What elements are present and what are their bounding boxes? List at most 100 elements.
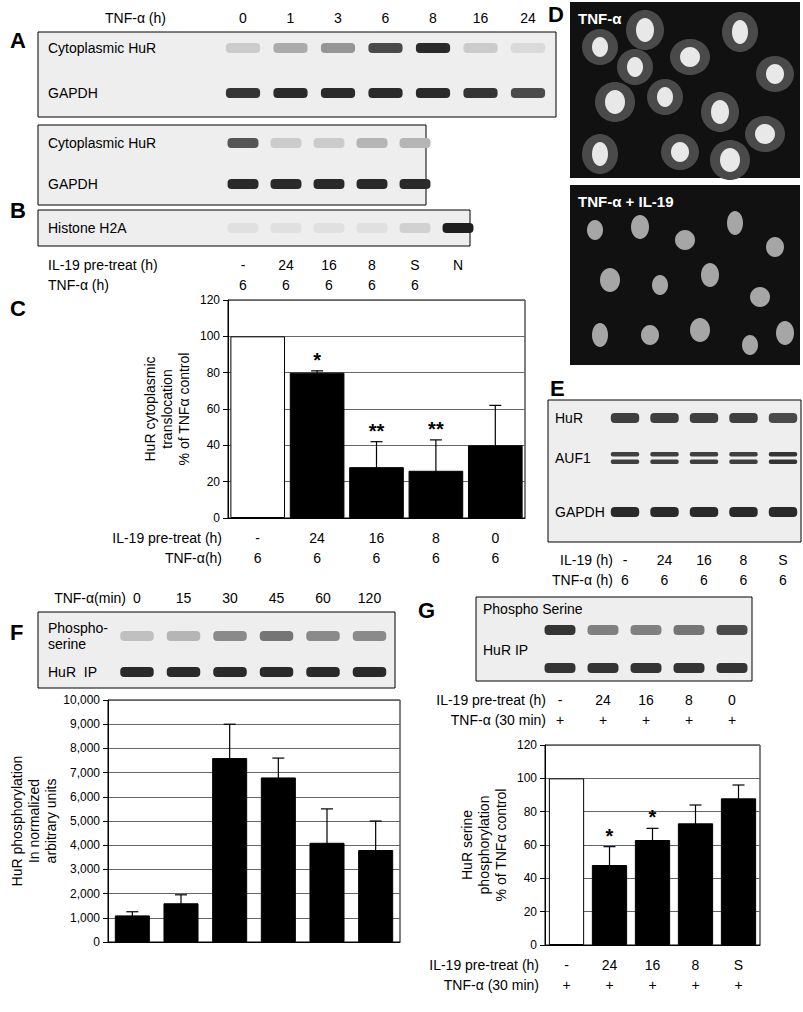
svg-text:120: 120: [200, 293, 220, 307]
svg-text:HuR IP: HuR IP: [483, 642, 528, 658]
svg-text:TNF-α (h): TNF-α (h): [48, 277, 109, 293]
svg-text:8: 8: [429, 10, 437, 26]
svg-text:TNF-α (h): TNF-α (h): [105, 10, 166, 26]
svg-text:TNF-α(h): TNF-α(h): [165, 550, 222, 566]
svg-text:100: 100: [517, 771, 537, 785]
svg-text:+: +: [599, 712, 607, 728]
svg-text:-: -: [623, 552, 628, 568]
svg-text:E: E: [550, 376, 565, 401]
svg-text:+: +: [728, 712, 736, 728]
svg-text:16: 16: [638, 692, 654, 708]
svg-text:16: 16: [321, 257, 337, 273]
svg-text:40: 40: [207, 438, 221, 452]
svg-text:5,000: 5,000: [70, 814, 100, 828]
svg-text:8: 8: [685, 692, 693, 708]
svg-text:A: A: [10, 28, 26, 53]
svg-text:20: 20: [524, 905, 538, 919]
svg-text:1: 1: [287, 10, 295, 26]
svg-text:arbitrary units: arbitrary units: [43, 779, 59, 864]
svg-text:+: +: [691, 977, 699, 993]
svg-text:24: 24: [278, 257, 294, 273]
svg-text:GAPDH: GAPDH: [48, 176, 98, 192]
svg-text:**: **: [428, 418, 444, 440]
svg-text:6: 6: [313, 550, 321, 566]
svg-text:2,000: 2,000: [70, 887, 100, 901]
svg-text:Phospho Serine: Phospho Serine: [483, 601, 583, 617]
svg-text:TNF-α (30 min): TNF-α (30 min): [451, 712, 546, 728]
svg-text:% of TNFα control: % of TNFα control: [176, 353, 192, 466]
svg-text:0: 0: [491, 530, 499, 546]
svg-text:8: 8: [368, 257, 376, 273]
svg-text:-: -: [255, 530, 260, 546]
svg-text:7,000: 7,000: [70, 766, 100, 780]
svg-text:Cytoplasmic HuR: Cytoplasmic HuR: [48, 40, 156, 56]
svg-text:TNF-α: TNF-α: [578, 10, 622, 27]
svg-text:3: 3: [334, 10, 342, 26]
svg-text:24: 24: [520, 10, 536, 26]
svg-text:120: 120: [358, 590, 382, 606]
svg-text:20: 20: [207, 475, 221, 489]
svg-text:6: 6: [411, 277, 419, 293]
svg-text:N: N: [453, 257, 463, 273]
svg-text:**: **: [369, 420, 385, 442]
svg-text:F: F: [10, 620, 23, 645]
svg-text:TNF-α(min): TNF-α(min): [54, 590, 126, 606]
svg-text:HuR IP: HuR IP: [48, 664, 97, 680]
svg-text:8,000: 8,000: [70, 741, 100, 755]
svg-text:IL-19 pre-treat (h): IL-19 pre-treat (h): [436, 692, 546, 708]
svg-text:In normalized: In normalized: [26, 779, 42, 863]
svg-text:+: +: [562, 977, 570, 993]
svg-text:% of TNFα control: % of TNFα control: [493, 789, 509, 902]
svg-text:10,000: 10,000: [63, 693, 100, 707]
svg-text:-: -: [558, 692, 563, 708]
svg-text:phosphorylation: phosphorylation: [476, 796, 492, 895]
svg-text:translocation: translocation: [159, 369, 175, 448]
svg-text:+: +: [556, 712, 564, 728]
svg-text:*: *: [606, 825, 614, 847]
svg-text:*: *: [649, 806, 657, 828]
svg-text:HuR serine: HuR serine: [459, 810, 475, 880]
svg-text:6: 6: [432, 550, 440, 566]
svg-text:80: 80: [524, 805, 538, 819]
svg-text:serine: serine: [48, 636, 86, 652]
svg-text:15: 15: [176, 590, 192, 606]
svg-text:120: 120: [517, 738, 537, 752]
svg-text:IL-19 pre-treat (h): IL-19 pre-treat (h): [429, 957, 539, 973]
svg-text:16: 16: [369, 530, 385, 546]
svg-text:80: 80: [207, 366, 221, 380]
svg-text:8: 8: [692, 957, 700, 973]
svg-text:+: +: [648, 977, 656, 993]
svg-text:0: 0: [239, 10, 247, 26]
svg-text:6: 6: [368, 277, 376, 293]
svg-text:AUF1: AUF1: [555, 450, 591, 466]
svg-text:24: 24: [595, 692, 611, 708]
svg-text:*: *: [313, 349, 321, 371]
svg-text:8: 8: [740, 552, 748, 568]
svg-text:C: C: [10, 296, 26, 321]
svg-text:6: 6: [661, 572, 669, 588]
svg-text:TNF-α + IL-19: TNF-α + IL-19: [578, 193, 673, 210]
svg-text:-: -: [241, 257, 246, 273]
svg-text:3,000: 3,000: [70, 862, 100, 876]
svg-text:S: S: [734, 957, 743, 973]
svg-text:+: +: [605, 977, 613, 993]
svg-text:B: B: [10, 198, 26, 223]
svg-text:9,000: 9,000: [70, 717, 100, 731]
svg-text:100: 100: [200, 329, 220, 343]
svg-text:GAPDH: GAPDH: [48, 85, 98, 101]
svg-text:D: D: [548, 2, 564, 27]
svg-text:G: G: [418, 598, 435, 623]
svg-text:IL-19 pre-treat (h): IL-19 pre-treat (h): [48, 257, 158, 273]
svg-text:GAPDH: GAPDH: [555, 504, 605, 520]
svg-text:60: 60: [315, 590, 331, 606]
svg-text:0: 0: [93, 935, 100, 949]
svg-text:16: 16: [696, 552, 712, 568]
svg-text:6,000: 6,000: [70, 790, 100, 804]
svg-text:HuR cytoplasmic: HuR cytoplasmic: [142, 356, 158, 461]
svg-text:60: 60: [524, 838, 538, 852]
svg-text:16: 16: [645, 957, 661, 973]
svg-text:TNF-α (30 min): TNF-α (30 min): [444, 977, 539, 993]
svg-text:24: 24: [657, 552, 673, 568]
svg-text:1,000: 1,000: [70, 911, 100, 925]
svg-text:-: -: [564, 957, 569, 973]
